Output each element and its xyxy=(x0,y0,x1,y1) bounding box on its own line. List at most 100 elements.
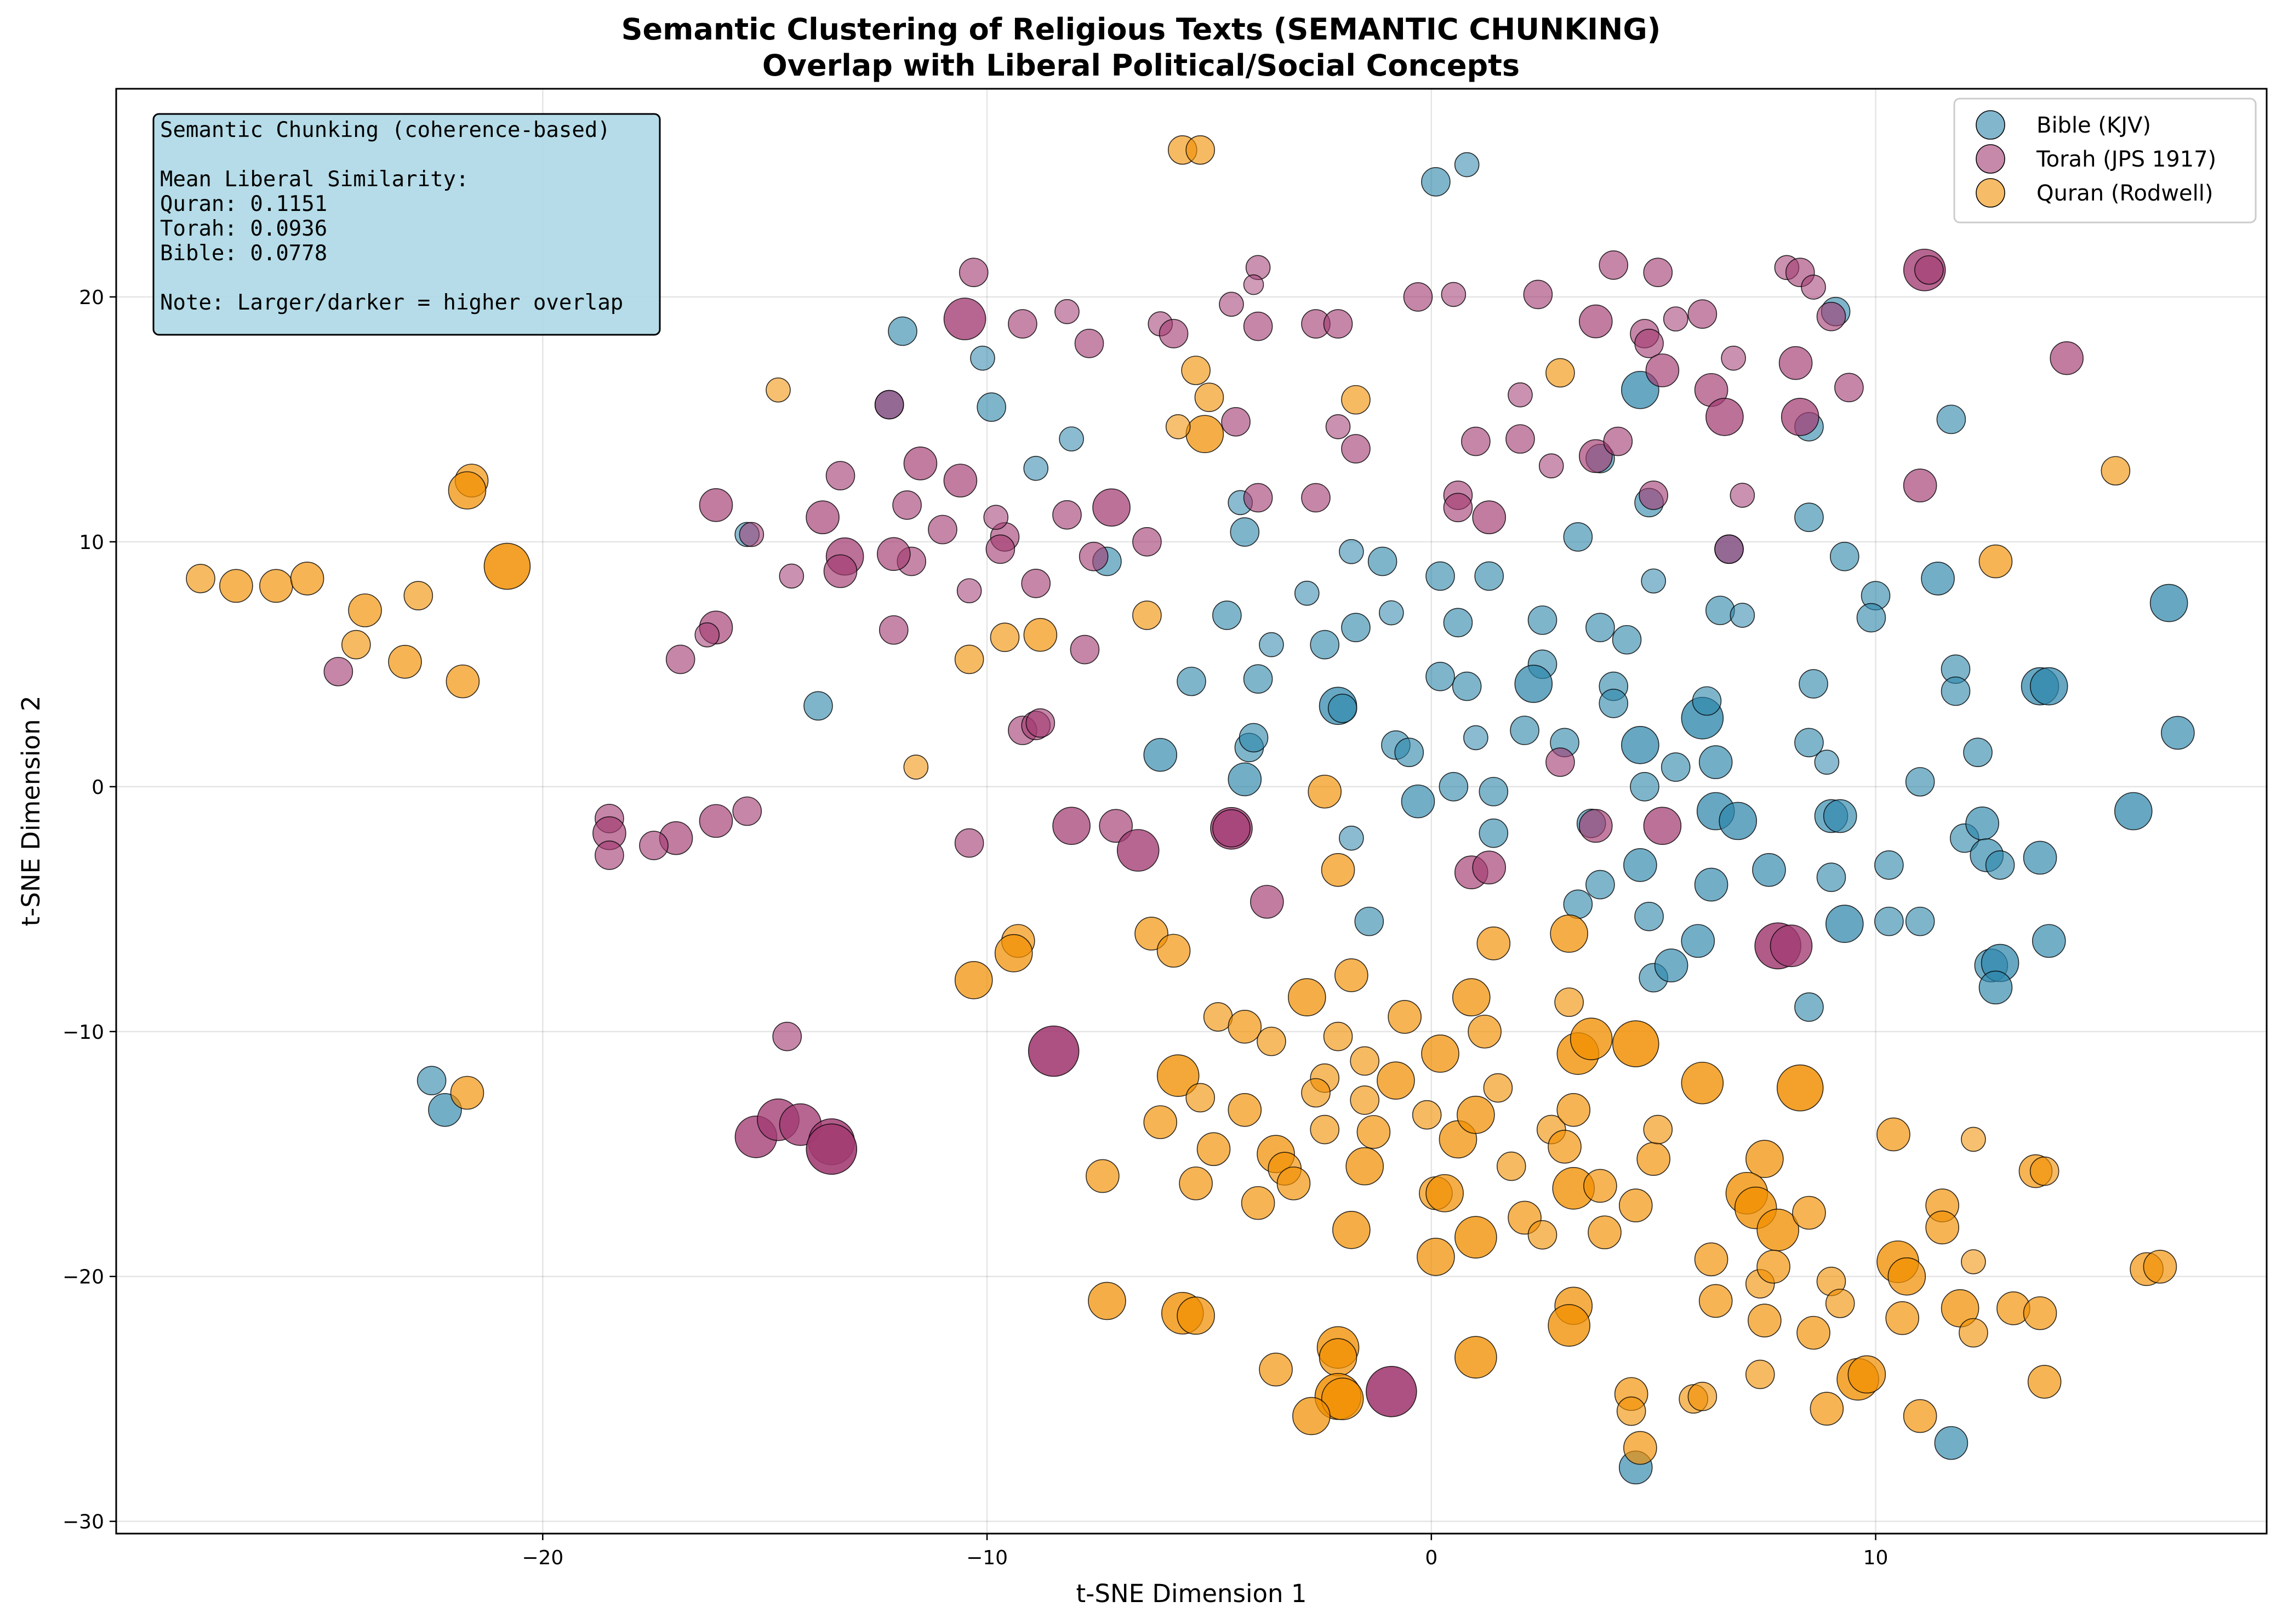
data-point xyxy=(1287,978,1326,1016)
data-point xyxy=(1599,250,1629,280)
data-point xyxy=(2161,716,2195,750)
data-point xyxy=(2143,1250,2177,1284)
data-point xyxy=(1228,1010,1262,1044)
data-point xyxy=(1023,455,1049,481)
data-point xyxy=(1156,1054,1200,1097)
data-point xyxy=(985,534,1016,564)
data-point xyxy=(1941,676,1971,706)
legend-label: Bible (KJV) xyxy=(2036,113,2151,138)
data-point xyxy=(1548,1304,1590,1347)
data-point xyxy=(1052,500,1082,530)
data-point xyxy=(928,514,957,545)
data-point xyxy=(1985,850,2015,880)
data-point xyxy=(772,1021,802,1051)
data-point xyxy=(1179,1166,1213,1200)
data-point xyxy=(1367,546,1397,576)
data-point xyxy=(186,564,215,593)
data-point xyxy=(1259,1352,1293,1387)
data-point xyxy=(954,644,984,674)
data-point xyxy=(1310,630,1340,660)
data-point xyxy=(1259,632,1284,657)
data-point xyxy=(403,581,433,610)
data-point xyxy=(1636,1142,1670,1176)
chart-subtitle: Overlap with Liberal Political/Social Co… xyxy=(762,48,1520,83)
data-point xyxy=(1505,424,1535,454)
data-point xyxy=(2027,1365,2062,1399)
data-point xyxy=(1099,809,1133,843)
data-point xyxy=(825,461,855,490)
data-point xyxy=(1474,561,1504,591)
data-point xyxy=(1023,617,1058,652)
data-point xyxy=(1548,1130,1582,1164)
info-line: Mean Liberal Similarity: xyxy=(160,167,469,192)
data-point xyxy=(341,630,371,660)
data-point xyxy=(1228,1093,1262,1127)
data-point xyxy=(2029,667,2068,706)
data-point xyxy=(1745,1359,1775,1389)
data-point xyxy=(417,1066,447,1095)
data-point xyxy=(1874,850,1904,880)
legend-items: Bible (KJV) Torah (JPS 1917) Quran (Rodwel… xyxy=(1976,110,2216,208)
data-point xyxy=(450,1076,484,1110)
data-point xyxy=(1257,1026,1286,1056)
info-box-background xyxy=(152,113,661,336)
data-point xyxy=(739,522,765,547)
data-point xyxy=(990,622,1020,652)
data-point xyxy=(388,645,422,679)
data-point xyxy=(1276,1166,1311,1200)
chart-title: Semantic Clustering of Religious Texts (… xyxy=(621,12,1661,47)
data-point xyxy=(1350,1046,1379,1076)
data-point xyxy=(1221,407,1251,437)
data-point xyxy=(1452,671,1482,701)
data-point xyxy=(956,578,982,604)
data-point xyxy=(290,562,324,596)
data-point xyxy=(1339,825,1364,851)
data-point xyxy=(694,622,720,648)
data-point xyxy=(1634,329,1664,358)
data-point xyxy=(1421,167,1451,197)
data-point xyxy=(779,563,805,589)
data-point xyxy=(1585,870,1615,900)
y-tick-label: −10 xyxy=(62,1021,104,1044)
data-point xyxy=(1825,905,1864,943)
data-point xyxy=(1570,1017,1613,1060)
data-point xyxy=(1645,353,1680,387)
data-point xyxy=(879,615,909,645)
data-point xyxy=(1341,385,1371,415)
data-point xyxy=(1874,906,1904,936)
data-point xyxy=(1508,382,1533,408)
data-point xyxy=(1527,1220,1558,1250)
data-point xyxy=(1425,1174,1464,1213)
data-point xyxy=(1441,282,1467,307)
data-point xyxy=(1132,601,1162,630)
data-point xyxy=(1243,311,1273,341)
x-axis-label: t-SNE Dimension 1 xyxy=(1076,1579,1307,1608)
data-point xyxy=(2032,924,2066,958)
data-point xyxy=(1332,1210,1371,1249)
data-point xyxy=(1934,1426,1969,1460)
data-point xyxy=(2101,456,2131,486)
data-point xyxy=(1905,906,1935,936)
data-point xyxy=(1698,1284,1733,1318)
data-point xyxy=(1630,772,1659,802)
data-point xyxy=(1885,1301,1919,1335)
data-point xyxy=(732,796,762,826)
data-point xyxy=(1321,1377,1364,1420)
data-point xyxy=(1814,750,1840,775)
data-point xyxy=(1643,807,1682,845)
data-point xyxy=(766,377,791,403)
data-point xyxy=(1454,1216,1497,1259)
info-line: Bible: 0.0778 xyxy=(160,241,327,266)
data-point xyxy=(1472,850,1506,885)
data-point xyxy=(1959,1318,1988,1348)
data-point xyxy=(1185,415,1224,453)
info-box-text: Semantic Chunking (coherence-based) Mean … xyxy=(160,118,623,315)
data-point xyxy=(1816,301,1846,331)
data-point xyxy=(1325,414,1351,439)
data-point xyxy=(803,691,833,721)
data-point xyxy=(1479,818,1509,848)
data-point xyxy=(1554,987,1584,1017)
legend-marker xyxy=(1976,110,2005,140)
data-point xyxy=(943,298,986,340)
